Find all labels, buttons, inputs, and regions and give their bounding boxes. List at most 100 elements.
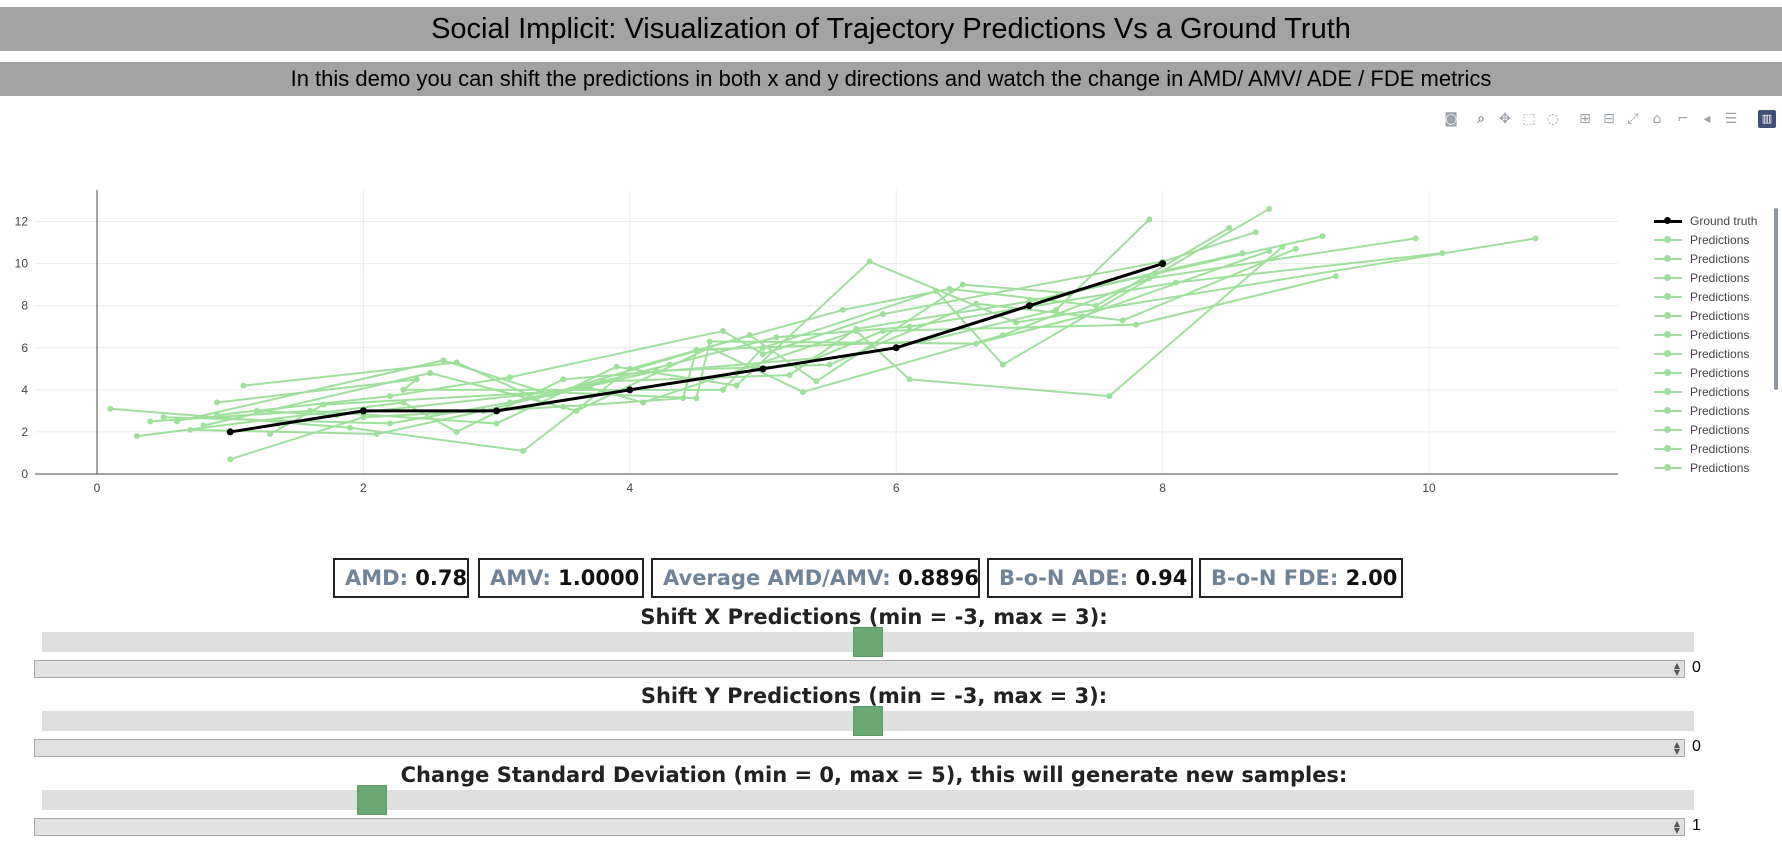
shift-x-spinner-icon[interactable]: ▲ ▼ [1673,661,1681,677]
prediction-point[interactable] [453,428,460,435]
box-select-icon[interactable]: ⬚ [1522,111,1536,127]
std-number-input[interactable]: ▲ ▼ [34,818,1685,836]
prediction-point[interactable] [160,414,167,421]
prediction-point[interactable] [387,393,394,400]
prediction-point[interactable] [546,391,553,398]
prediction-point[interactable] [413,376,420,383]
prediction-point[interactable] [1532,235,1539,242]
ground-truth-point[interactable] [626,386,634,394]
prediction-point[interactable] [946,285,953,292]
prediction-point[interactable] [839,306,846,313]
prediction-point[interactable] [1013,319,1020,326]
prediction-point[interactable] [613,363,620,370]
ground-truth-point[interactable] [359,407,367,415]
legend-item-predictions[interactable]: Predictions [1650,231,1775,249]
shift-y-spinner-icon[interactable]: ▲ ▼ [1673,740,1681,756]
legend-item-predictions[interactable]: Predictions [1650,345,1775,363]
prediction-point[interactable] [1093,302,1099,309]
prediction-point[interactable] [879,311,886,318]
prediction-point[interactable] [107,405,114,412]
hover-closest-icon[interactable]: ◂ [1703,111,1711,127]
prediction-point[interactable] [1053,306,1060,313]
legend-scrollbar[interactable] [1774,208,1778,390]
plotly-logo-icon[interactable]: ▥ [1758,110,1776,128]
shift-x-number-input[interactable]: ▲ ▼ [34,660,1685,678]
prediction-point[interactable] [680,395,687,402]
prediction-point[interactable] [1252,229,1259,236]
prediction-point[interactable] [1172,279,1179,286]
prediction-point[interactable] [213,399,220,406]
prediction-point[interactable] [973,300,980,307]
prediction-point[interactable] [400,386,407,393]
prediction-point[interactable] [240,382,247,389]
prediction-point[interactable] [1266,205,1273,212]
prediction-point[interactable] [1332,273,1339,280]
legend-item-predictions[interactable]: Predictions [1650,288,1775,306]
prediction-point[interactable] [1226,224,1233,231]
shift-y-number-input[interactable]: ▲ ▼ [34,739,1685,757]
prediction-line[interactable] [216,231,1257,417]
prediction-point[interactable] [786,372,793,379]
pan-icon[interactable]: ✥ [1499,111,1511,127]
prediction-point[interactable] [799,388,806,395]
prediction-point[interactable] [133,433,140,440]
prediction-point[interactable] [187,426,194,433]
std-slider-track[interactable] [42,790,1694,810]
legend-item-predictions[interactable]: Predictions [1650,326,1775,344]
prediction-point[interactable] [999,332,1006,339]
prediction-point[interactable] [173,418,180,425]
legend-item-predictions[interactable]: Predictions [1650,269,1775,287]
prediction-point[interactable] [427,370,433,377]
ground-truth-point[interactable] [1159,260,1167,268]
prediction-point[interactable] [1119,317,1126,324]
prediction-point[interactable] [387,420,394,427]
legend-item-ground-truth[interactable]: Ground truth [1650,212,1775,230]
ground-truth-point[interactable] [1025,302,1033,310]
prediction-point[interactable] [1106,393,1113,400]
ground-truth-line[interactable] [229,262,1164,434]
prediction-point[interactable] [373,431,380,438]
trajectory-plot[interactable]: 0 2 4 6 8 10 0 2 4 6 8 10 12 [0,190,1640,500]
zoom-out-icon[interactable]: ⊟ [1603,111,1615,127]
prediction-point[interactable] [360,414,367,421]
prediction-point[interactable] [213,412,220,419]
prediction-point[interactable] [227,456,234,463]
ground-truth-point[interactable] [759,365,767,373]
ground-truth-point[interactable] [226,428,234,436]
zoom-icon[interactable]: ⌕ [1477,111,1485,127]
legend-item-predictions[interactable]: Predictions [1650,250,1775,268]
prediction-point[interactable] [1146,216,1153,223]
prediction-point[interactable] [560,376,567,383]
legend-item-predictions[interactable]: Predictions [1650,364,1775,382]
spike-lines-icon[interactable]: ⌐ [1677,111,1689,127]
prediction-point[interactable] [347,424,354,431]
prediction-point[interactable] [720,327,727,334]
prediction-point[interactable] [200,422,207,429]
prediction-point[interactable] [999,361,1006,368]
legend-item-predictions[interactable]: Predictions [1650,383,1775,401]
legend-item-predictions[interactable]: Predictions [1650,402,1775,420]
prediction-point[interactable] [640,399,647,406]
prediction-point[interactable] [1412,235,1419,242]
legend-item-predictions[interactable]: Predictions [1650,307,1775,325]
prediction-point[interactable] [1439,250,1446,257]
prediction-point[interactable] [440,357,447,364]
shift-x-slider-thumb[interactable] [853,627,883,657]
prediction-point[interactable] [693,395,700,402]
prediction-point[interactable] [1319,233,1326,240]
legend-item-predictions[interactable]: Predictions [1650,421,1775,439]
ground-truth-point[interactable] [892,344,900,352]
prediction-line[interactable] [229,218,1150,461]
prediction-point[interactable] [746,332,753,339]
prediction-point[interactable] [733,382,740,389]
hover-compare-icon[interactable]: ☰ [1724,111,1738,127]
shift-y-slider-thumb[interactable] [853,706,883,736]
prediction-point[interactable] [1146,275,1153,282]
prediction-point[interactable] [400,399,407,406]
prediction-point[interactable] [493,420,500,427]
prediction-point[interactable] [520,447,527,454]
prediction-point[interactable] [506,374,513,381]
prediction-point[interactable] [906,323,913,330]
std-spinner-icon[interactable]: ▲ ▼ [1673,819,1681,835]
prediction-point[interactable] [906,376,913,383]
